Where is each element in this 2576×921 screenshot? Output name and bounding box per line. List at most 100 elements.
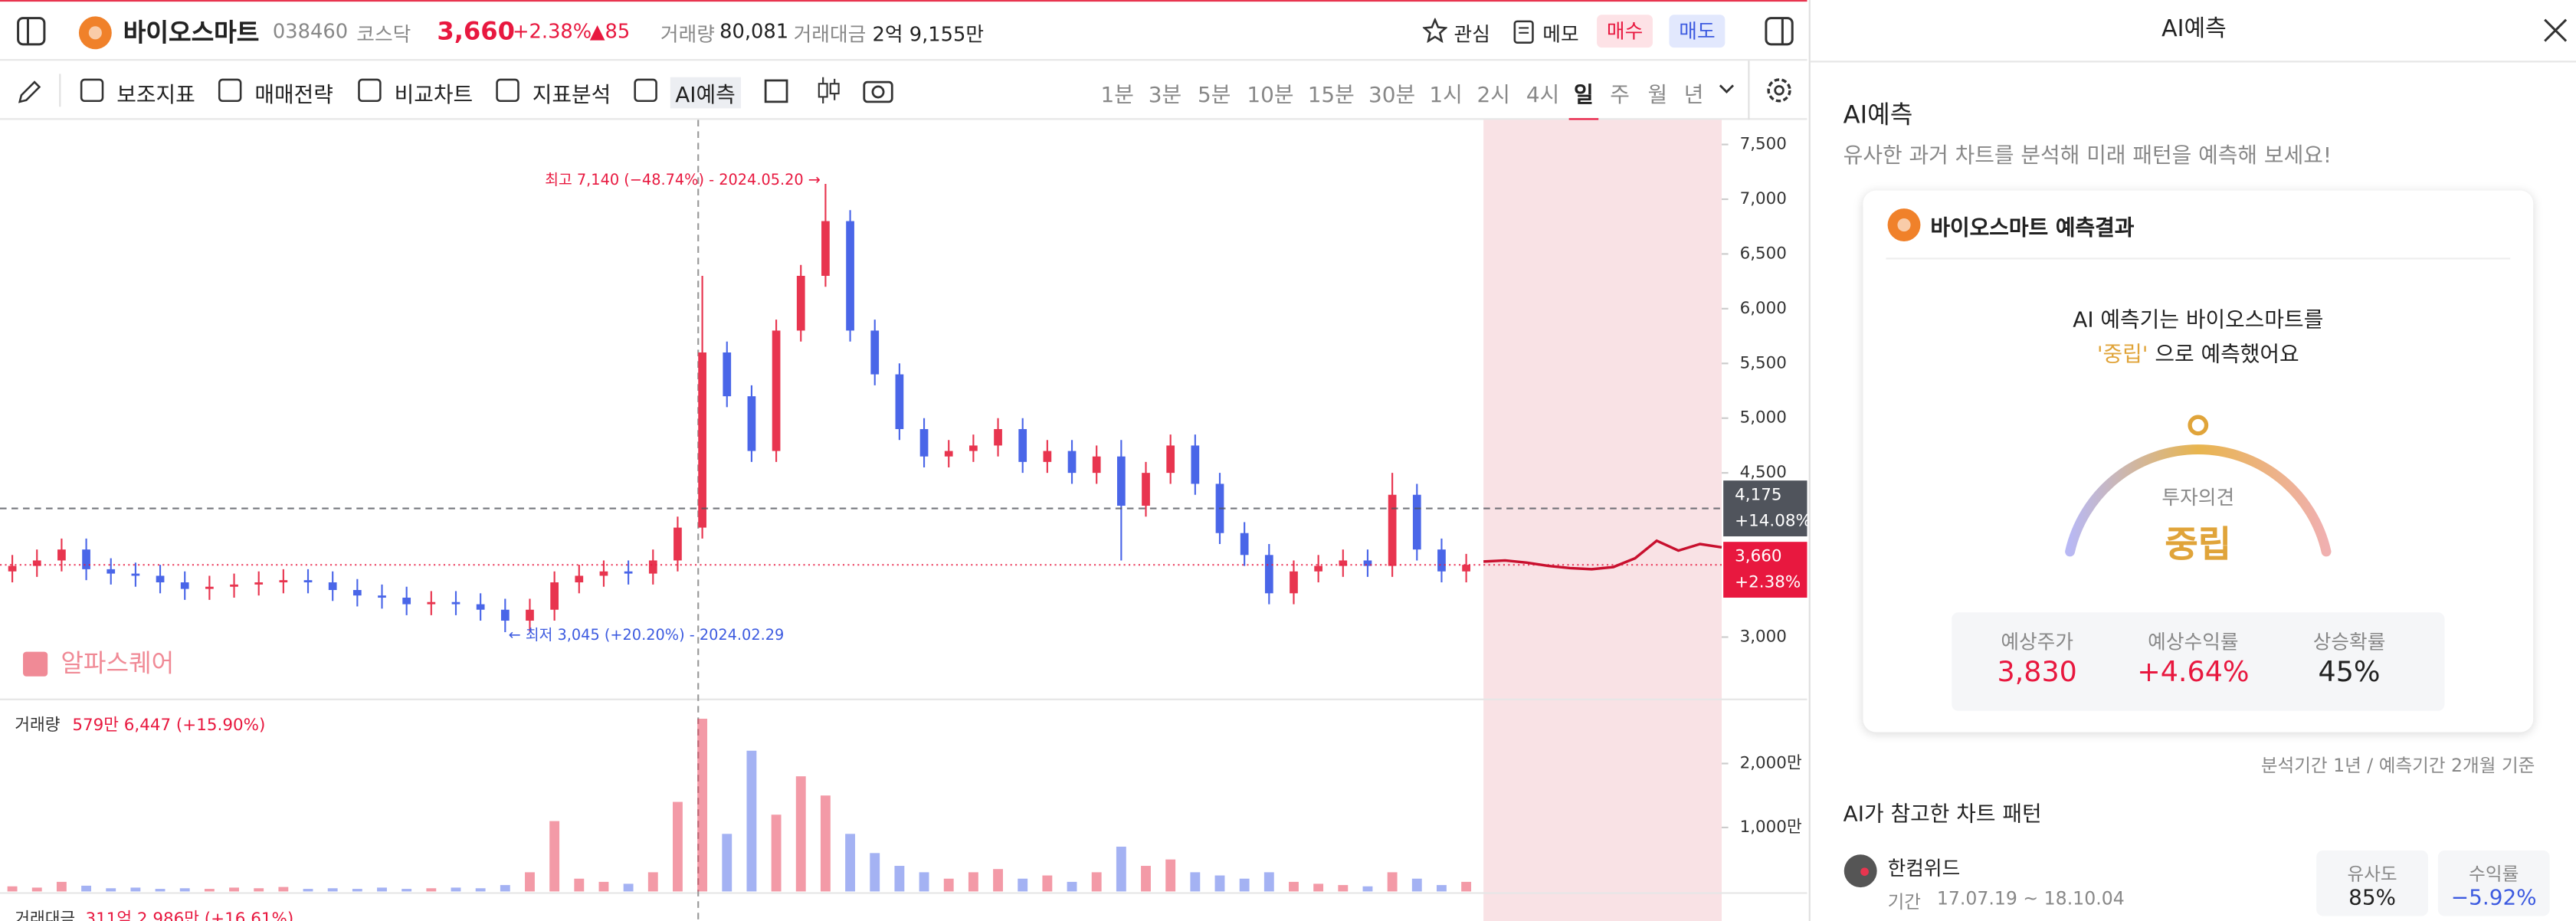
draw-icon[interactable] — [16, 79, 42, 105]
tool-button[interactable]: AI예측 — [670, 77, 741, 109]
panel-subtitle: 유사한 과거 차트를 분석해 미래 패턴을 예측해 보세요! — [1843, 144, 2332, 169]
candle-icon[interactable] — [814, 76, 842, 106]
gauge-label: 투자의견 — [2161, 486, 2235, 510]
candle-body — [180, 582, 189, 589]
y-tick-label: 1,000만 — [1740, 818, 1802, 837]
volume-bar — [130, 887, 141, 892]
candle-body — [254, 582, 264, 585]
price-marker — [1723, 542, 1807, 598]
candle-body — [895, 374, 904, 430]
amount-summary: 311억 2,986만 (+16.61%) — [85, 910, 293, 921]
similarity-box: 유사도 85% — [2316, 850, 2428, 916]
stat-value: 45% — [2318, 657, 2381, 690]
interval-button[interactable]: 1분 — [1100, 84, 1134, 109]
interval-button[interactable]: 3분 — [1148, 84, 1182, 109]
volume-bar — [1018, 878, 1028, 892]
market: 코스닥 — [356, 22, 411, 46]
watch-button[interactable]: 관심 — [1454, 22, 1490, 46]
tool-icon[interactable] — [217, 77, 243, 103]
tool-icon[interactable] — [494, 77, 520, 103]
panel-toggle-icon[interactable] — [1765, 16, 1794, 46]
interval-button[interactable]: 30분 — [1368, 84, 1416, 109]
tool-button[interactable]: 비교차트 — [394, 84, 474, 109]
similarity-label: 유사도 — [2347, 864, 2397, 885]
tool-icon[interactable] — [79, 77, 105, 103]
candle-body — [1240, 533, 1249, 556]
tool-button[interactable]: 지표분석 — [532, 84, 611, 109]
price-marker-change: +2.38% — [1735, 573, 1801, 592]
volume-bar — [574, 878, 585, 892]
volume-bar — [56, 881, 67, 892]
stock-logo — [78, 16, 112, 50]
amount: 2억 9,155만 — [872, 22, 985, 46]
candle-body — [1092, 456, 1101, 474]
volume-bar — [155, 889, 166, 892]
stock-name: 바이오스마트 — [123, 18, 260, 48]
pattern-name: 한컴위드 — [1887, 857, 1961, 880]
price-marker-label: 3,660 — [1735, 546, 1781, 565]
volume-bar — [254, 888, 264, 892]
interval-button[interactable]: 4시 — [1526, 84, 1560, 109]
memo-button[interactable]: 메모 — [1542, 22, 1579, 46]
more-icon[interactable] — [1719, 84, 1735, 97]
interval-button[interactable]: 년 — [1683, 84, 1704, 109]
watermark-icon — [23, 651, 48, 677]
tool-icon[interactable] — [632, 77, 658, 103]
volume-bar — [1214, 875, 1225, 892]
interval-button[interactable]: 10분 — [1247, 84, 1294, 109]
amount-label: 거래대금 — [793, 22, 867, 46]
settings-icon[interactable] — [1765, 76, 1794, 106]
tool-button[interactable]: 매매전략 — [254, 84, 333, 109]
memo-icon[interactable] — [1513, 18, 1535, 44]
candle-body — [451, 601, 460, 605]
sell-button[interactable]: 매도 — [1669, 15, 1726, 48]
interval-button[interactable]: 2시 — [1476, 84, 1510, 109]
volume-bar — [204, 889, 215, 892]
interval-button[interactable]: 월 — [1647, 84, 1668, 109]
volume-bar — [278, 887, 289, 892]
star-icon[interactable] — [1422, 18, 1447, 43]
volume-bar — [598, 881, 609, 892]
tool-button[interactable]: 보조지표 — [116, 84, 195, 109]
candle-body — [969, 445, 978, 451]
period-label: 기간 — [1887, 891, 1921, 913]
interval-button[interactable]: 15분 — [1307, 84, 1355, 109]
candle-body — [1363, 560, 1372, 566]
interval-button[interactable]: 1시 — [1429, 84, 1463, 109]
candle-body — [57, 549, 66, 561]
y-tick-label: 7,500 — [1740, 135, 1787, 154]
candle-body — [1142, 473, 1150, 506]
tool-icon[interactable] — [356, 77, 382, 103]
buy-button[interactable]: 매수 — [1597, 15, 1653, 48]
divider — [1748, 61, 1750, 120]
volume-bar — [722, 834, 732, 892]
stat-label: 예상주가 — [2001, 630, 2074, 654]
candle-body — [796, 275, 805, 331]
candle-body — [1437, 549, 1446, 572]
volume-bar — [1165, 859, 1176, 892]
box-icon[interactable] — [762, 77, 790, 105]
similarity: 85% — [2348, 887, 2397, 912]
interval-button[interactable]: 주 — [1610, 84, 1630, 109]
volume-bar — [1338, 885, 1349, 892]
close-icon[interactable] — [2543, 18, 2568, 43]
candle-body — [8, 565, 17, 572]
volume-bar — [1461, 881, 1472, 892]
y-tick-label: 5,500 — [1740, 353, 1787, 372]
candle-body — [1290, 571, 1298, 594]
interval-button[interactable]: 일 — [1568, 77, 1599, 122]
volume-bar — [647, 872, 658, 892]
candle-body — [32, 560, 41, 566]
candle-body — [500, 609, 510, 621]
volume-bar — [1387, 872, 1398, 892]
y-tick-label: 4,500 — [1740, 463, 1787, 482]
candle-body — [205, 586, 214, 589]
candle-body — [279, 580, 288, 583]
interval-button[interactable]: 5분 — [1198, 84, 1231, 109]
candle-body — [698, 352, 706, 528]
sidebar-icon[interactable] — [16, 16, 46, 46]
camera-icon[interactable] — [863, 77, 894, 103]
change-pct: +2.38% — [512, 19, 592, 43]
candle-body — [846, 221, 854, 331]
